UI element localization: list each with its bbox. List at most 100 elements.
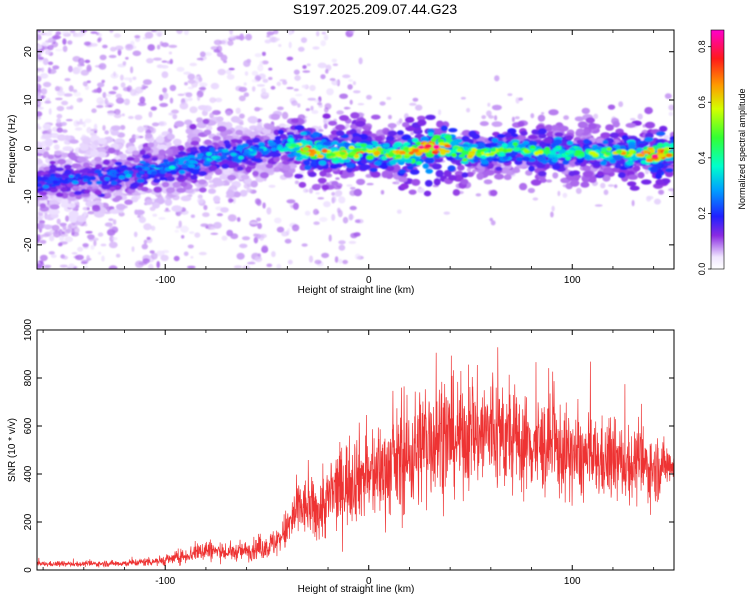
noise-blob [294,180,299,185]
noise-blob [191,80,198,88]
noise-blob [86,207,90,211]
noise-blob [281,231,289,237]
noise-blob [309,84,316,92]
spectral-blob [417,115,426,122]
spectral-blob [294,124,305,131]
noise-blob [64,78,71,82]
spectral-blob [55,167,64,172]
noise-blob [238,86,248,93]
noise-blob [243,82,247,86]
noise-blob [668,188,674,192]
noise-blob [331,197,335,204]
noise-blob [107,110,116,115]
spectral-blob [420,136,429,142]
noise-blob [148,263,154,269]
noise-blob [221,235,228,241]
noise-blob [67,223,72,232]
noise-blob [298,46,305,52]
spectral-blob [528,165,535,172]
noise-blob [271,251,276,258]
spectral-blob [129,137,136,144]
spectral-blob [519,182,528,191]
noise-blob [386,96,392,100]
noise-blob [274,38,280,41]
spectral-blob [245,160,253,165]
noise-blob [45,100,51,104]
noise-blob [68,65,73,73]
noise-blob [162,87,168,93]
noise-blob [254,256,263,263]
noise-blob [334,256,339,263]
spectral-blob [44,138,54,146]
spectral-blob [641,179,652,185]
noise-blob [41,67,45,73]
spectral-blob [339,115,349,121]
noise-blob [287,259,293,265]
spectral-blob [153,186,163,193]
noise-blob [262,202,266,209]
noise-blob [44,264,52,268]
noise-blob [152,213,158,217]
spectral-blob [491,137,499,143]
noise-blob [552,172,559,179]
noise-blob [142,79,152,85]
noise-blob [249,221,258,225]
spectral-blob [403,146,410,151]
spectral-blob [156,144,168,150]
noise-blob [358,57,363,65]
spectral-blob [423,190,432,197]
spectral-blob [565,155,571,161]
spectral-blob [214,180,226,187]
noise-blob [44,32,53,36]
spectral-blob [220,207,229,213]
noise-blob [98,63,107,70]
spectral-blob [602,139,609,145]
noise-blob [398,118,403,124]
noise-blob [323,201,331,208]
noise-blob [317,62,327,69]
spectral-blob [431,150,439,155]
spectral-blob [360,159,368,165]
spectral-blob [220,130,228,137]
noise-blob [315,192,320,195]
noise-blob [134,86,144,94]
noise-blob [562,192,568,198]
noise-blob [281,111,289,120]
noise-blob [109,235,115,243]
noise-blob [84,85,90,91]
spectral-blob [64,164,72,170]
spectral-blob [655,173,662,180]
spectral-blob [298,181,307,188]
spectral-blob [568,159,577,167]
noise-blob [90,244,95,250]
noise-blob [228,67,235,71]
noise-blob [37,83,41,90]
noise-blob [55,97,63,101]
spectral-blob [409,169,420,175]
spectral-blob [110,125,122,131]
spectral-blob [353,153,360,159]
noise-blob [158,121,167,127]
noise-blob [98,33,103,37]
spectral-blob [612,120,620,128]
noise-blob [56,118,61,124]
noise-blob [563,115,569,120]
noise-blob [123,98,130,106]
spectral-blob [250,180,258,188]
noise-blob [348,213,354,221]
noise-blob [37,116,42,120]
noise-blob [37,51,44,55]
spectral-blob [427,132,434,137]
noise-blob [338,240,346,245]
spectral-blob [657,142,664,148]
noise-blob [93,239,97,247]
noise-blob [105,93,112,97]
spectral-blob [392,143,399,149]
noise-blob [149,250,155,254]
noise-blob [143,125,148,131]
noise-blob [37,75,42,83]
spectral-blob [600,132,611,139]
noise-blob [58,242,63,247]
noise-blob [40,88,48,95]
noise-blob [181,235,185,239]
